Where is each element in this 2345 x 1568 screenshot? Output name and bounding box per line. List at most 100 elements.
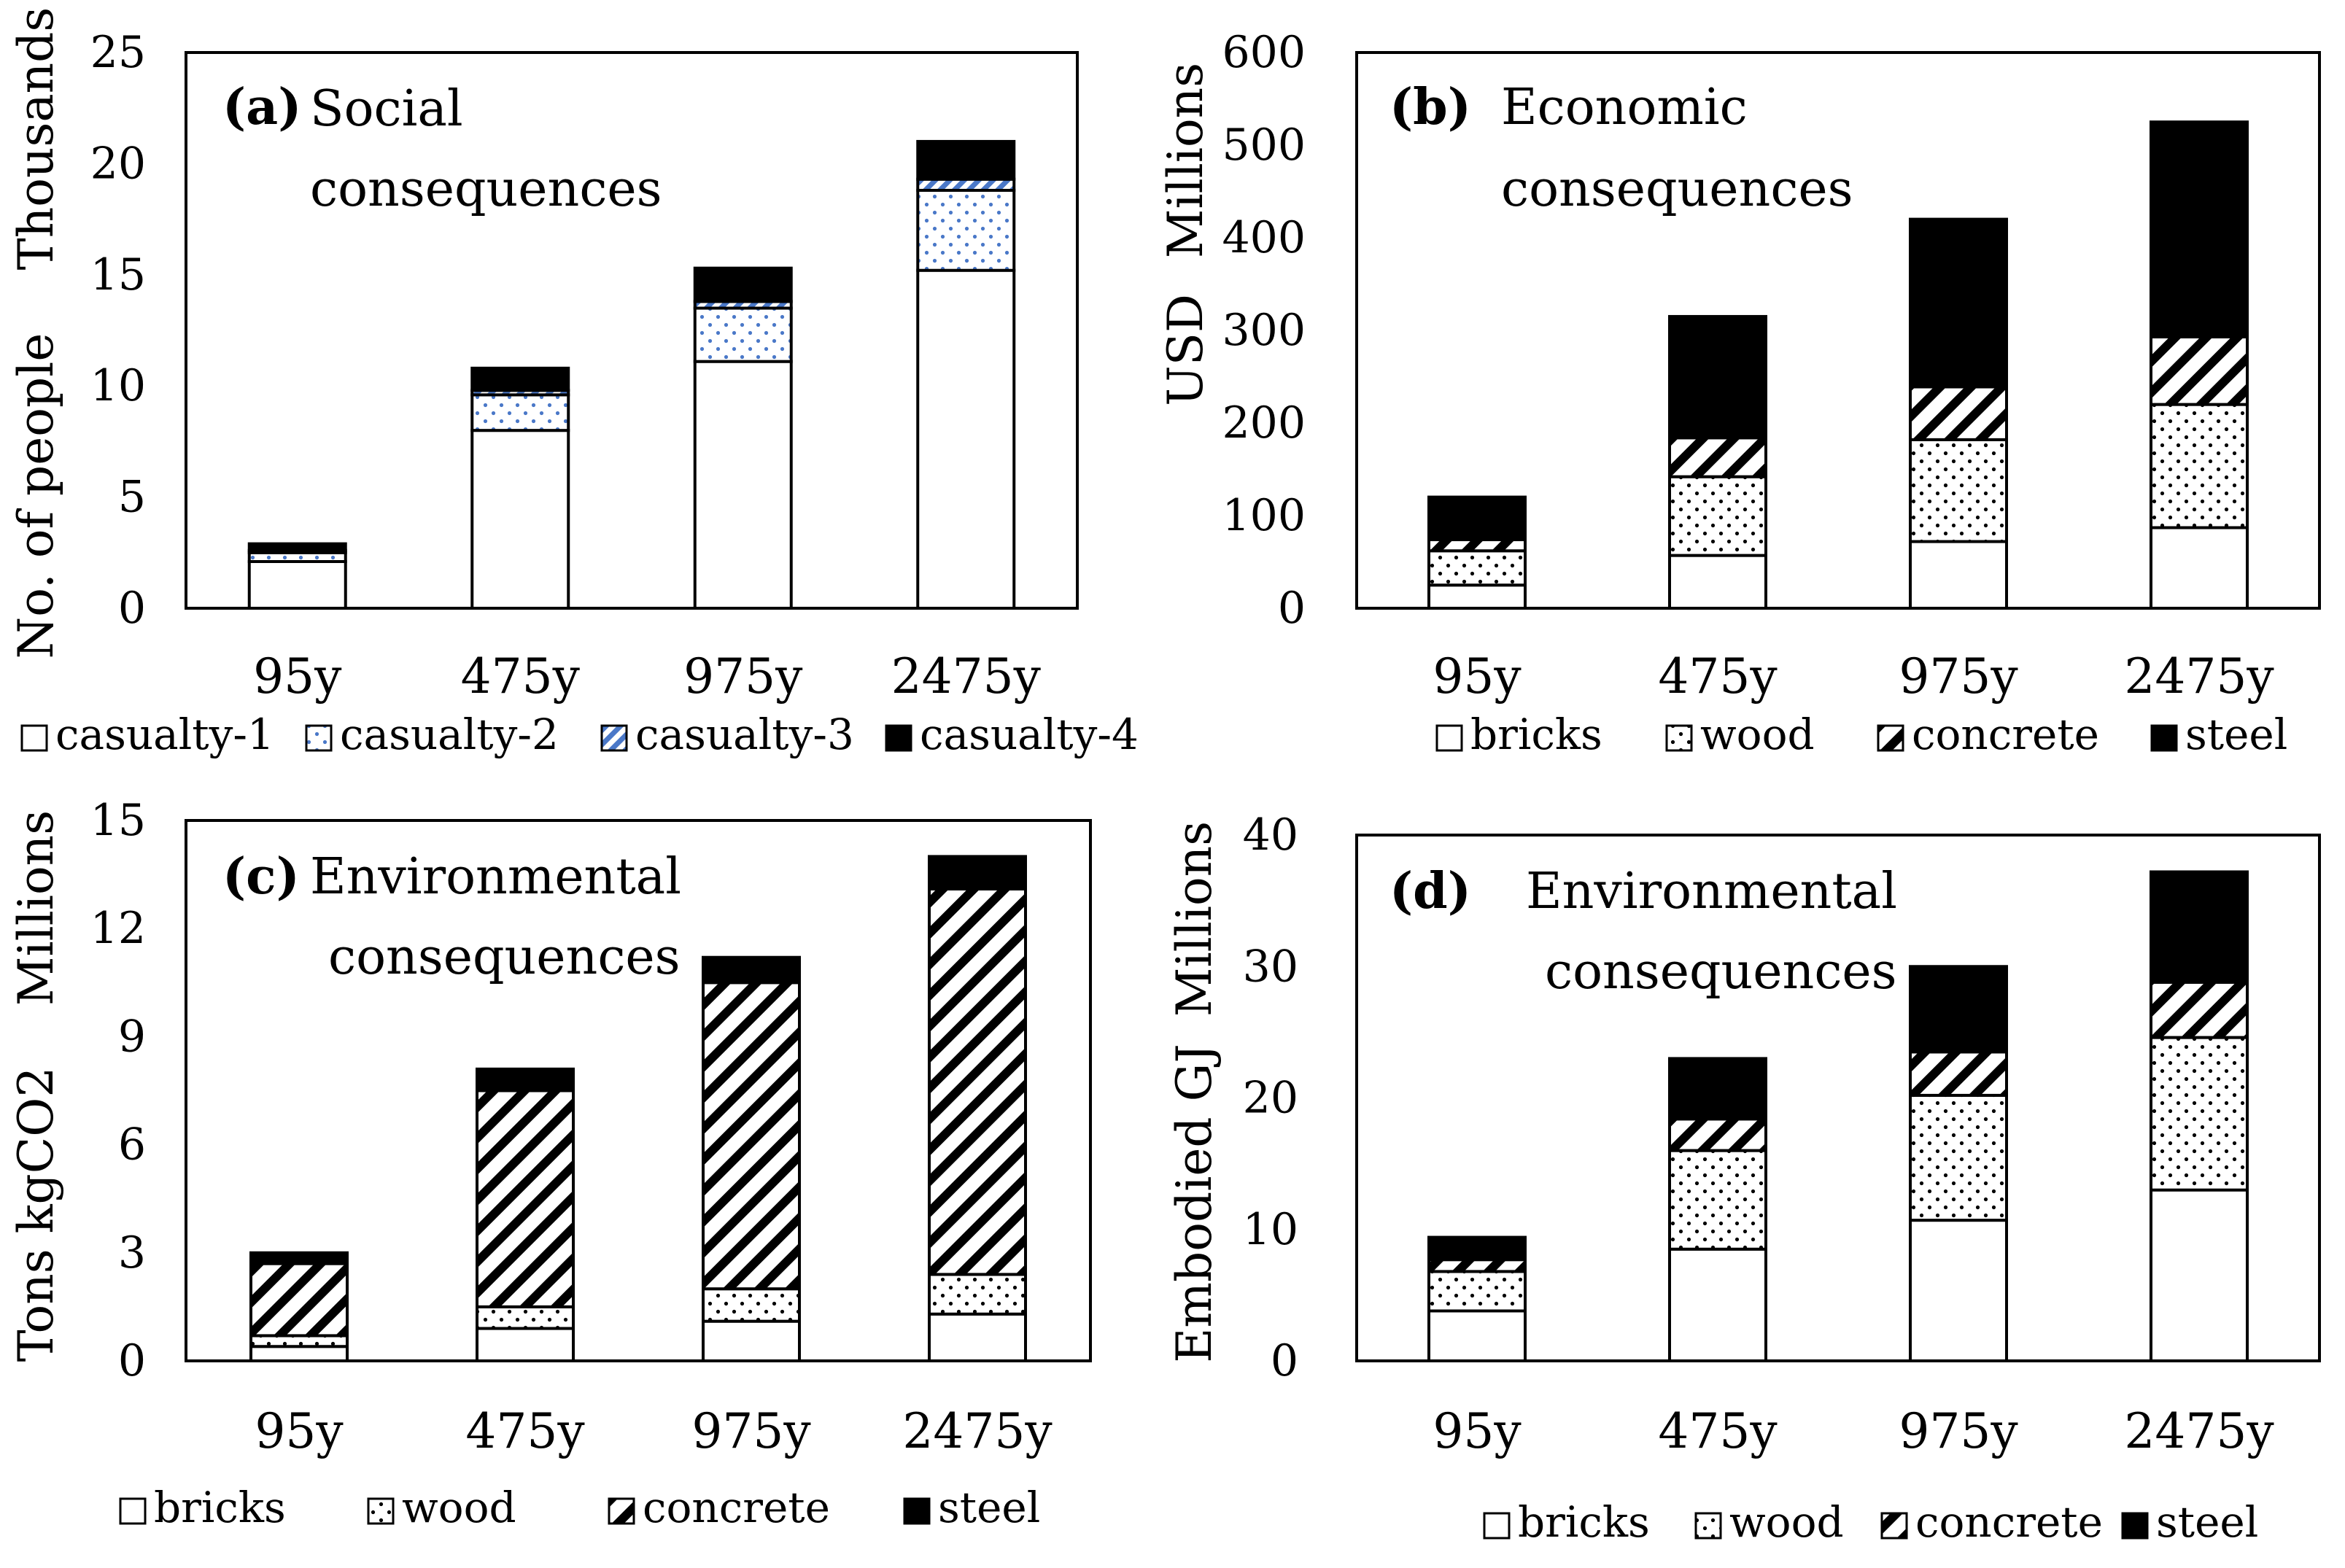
legend-swatch-bricks — [119, 1497, 147, 1525]
y-tick-label: 600 — [1222, 27, 1306, 78]
y-axis-label: USD — [1158, 294, 1214, 406]
panel-label: (c) — [222, 847, 300, 906]
bar-segment-casualty-1 — [693, 360, 793, 610]
y-tick-label: 0 — [1271, 1335, 1298, 1386]
y-tick-label: 10 — [90, 360, 146, 411]
unit-label: Millions — [1166, 821, 1222, 1017]
x-tick-label: 2475y — [2124, 1403, 2274, 1459]
bar-segment-casualty-4 — [693, 266, 793, 303]
legend-label-concrete: concrete — [643, 1483, 830, 1532]
bar-segment-concrete — [1427, 538, 1527, 553]
x-tick-label: 2475y — [891, 648, 1042, 705]
bar-segment-wood — [928, 1273, 1027, 1316]
bar-segment-casualty-3 — [916, 177, 1016, 192]
bar-segment-steel — [1909, 965, 2008, 1054]
legend-label-bricks: bricks — [1470, 710, 1602, 759]
y-tick-label: 0 — [118, 583, 146, 634]
y-axis-label: Embodied GJ — [1166, 1044, 1222, 1363]
panel-title-line2: consequences — [1545, 943, 1897, 1001]
y-axis-label: No. of people — [8, 333, 64, 659]
y-tick-label: 15 — [90, 249, 146, 300]
y-tick-label: 200 — [1222, 397, 1306, 449]
bar-segment-concrete — [928, 887, 1027, 1276]
bar-segment-bricks — [928, 1312, 1027, 1363]
bar-segment-casualty-1 — [916, 268, 1016, 610]
bar-segment-wood — [1668, 1149, 1767, 1251]
bar-segment-casualty-2 — [470, 393, 570, 432]
panel-title: Environmental — [1526, 863, 1897, 920]
plot-frame — [1355, 51, 2321, 610]
bar-segment-casualty-1 — [247, 559, 347, 610]
panel-label: (b) — [1389, 78, 1471, 136]
bar-segment-bricks — [476, 1327, 575, 1363]
legend-swatch-steel — [903, 1497, 931, 1525]
x-tick-label: 95y — [253, 648, 342, 705]
bar-segment-steel — [928, 855, 1027, 890]
y-tick-label: 40 — [1243, 810, 1298, 861]
bar-segment-casualty-4 — [916, 139, 1016, 181]
y-tick-label: 15 — [90, 795, 146, 846]
bar-segment-bricks — [1909, 1219, 2008, 1362]
bar-segment-wood — [2150, 403, 2249, 529]
y-tick-label: 20 — [1243, 1073, 1298, 1124]
bar-segment-concrete — [249, 1262, 349, 1338]
bar-segment-casualty-2 — [916, 188, 1016, 272]
legend-label-concrete: concrete — [1912, 710, 2099, 759]
x-tick-label: 2475y — [2124, 648, 2274, 705]
y-tick-label: 30 — [1243, 941, 1298, 992]
legend-swatch-casualty-1 — [20, 724, 48, 752]
bar-segment-wood — [249, 1334, 349, 1348]
bar-segment-wood — [1427, 1270, 1527, 1313]
bar-segment-bricks — [1668, 1247, 1767, 1362]
bar-segment-wood — [702, 1287, 801, 1323]
legend-swatch-concrete — [1880, 1512, 1908, 1540]
bar-segment-casualty-2 — [693, 306, 793, 363]
legend-swatch-casualty-4 — [885, 724, 912, 752]
legend-swatch-wood — [367, 1497, 395, 1525]
panel-label: (d) — [1389, 862, 1471, 920]
bar-segment-steel — [476, 1067, 575, 1092]
bar-segment-concrete — [1668, 436, 1767, 478]
legend-swatch-steel — [2150, 724, 2178, 752]
panel-d: 0 10 20 30 40 Millions Embodied GJ (d) Environme… — [1166, 810, 2321, 1547]
bar-segment-concrete — [2150, 980, 2249, 1039]
unit-label: Millions — [8, 810, 64, 1006]
y-tick-label: 0 — [118, 1335, 146, 1386]
legend-label-bricks: bricks — [1518, 1497, 1650, 1547]
bar-segment-steel — [1668, 1057, 1767, 1121]
bar-segment-steel — [2150, 870, 2249, 984]
plot-frame — [1355, 834, 2321, 1362]
plot-frame — [185, 51, 1079, 610]
bar-segment-wood — [1909, 438, 2008, 543]
x-tick-label: 975y — [691, 1403, 811, 1459]
y-tick-label: 10 — [1243, 1204, 1298, 1255]
legend-label-wood: wood — [1729, 1497, 1844, 1547]
bar-segment-casualty-4 — [470, 366, 570, 392]
bar-segment-bricks — [1668, 554, 1767, 610]
x-tick-label: 475y — [1658, 648, 1778, 705]
unit-label: Millions — [1158, 63, 1214, 258]
x-tick-label: 2475y — [902, 1403, 1053, 1459]
y-tick-label: 0 — [1278, 583, 1306, 634]
y-tick-label: 300 — [1222, 305, 1306, 356]
x-tick-label: 95y — [1433, 648, 1522, 705]
x-tick-label: 475y — [1658, 1403, 1778, 1459]
bar-segment-concrete — [702, 981, 801, 1291]
bar-segment-wood — [1668, 475, 1767, 557]
legend-label-casualty-3: casualty-3 — [635, 710, 854, 759]
legend-label-concrete: concrete — [1915, 1497, 2103, 1547]
bar-segment-wood — [1427, 549, 1527, 587]
bar-segment-bricks — [249, 1345, 349, 1362]
bar-segment-bricks — [2150, 526, 2249, 610]
y-tick-label: 5 — [118, 472, 146, 523]
legend-swatch-bricks — [1435, 724, 1463, 752]
bar-segment-concrete — [1427, 1258, 1527, 1273]
legend-label-bricks: bricks — [154, 1483, 286, 1532]
plot-frame — [185, 819, 1092, 1362]
legend-swatch-concrete — [608, 1497, 635, 1525]
y-tick-label: 3 — [118, 1227, 146, 1278]
bar-segment-steel — [249, 1251, 349, 1265]
x-tick-label: 975y — [683, 648, 803, 705]
